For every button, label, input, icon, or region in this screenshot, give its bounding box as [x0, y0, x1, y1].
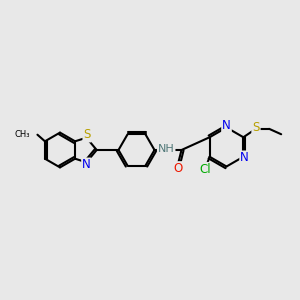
Text: S: S: [83, 128, 91, 142]
Text: N: N: [82, 158, 91, 172]
Text: N: N: [222, 119, 231, 132]
Text: S: S: [252, 121, 260, 134]
Text: N: N: [240, 152, 249, 164]
Text: Cl: Cl: [199, 163, 211, 176]
Text: O: O: [173, 162, 182, 175]
Text: CH₃: CH₃: [14, 130, 30, 139]
Text: NH: NH: [158, 144, 175, 154]
